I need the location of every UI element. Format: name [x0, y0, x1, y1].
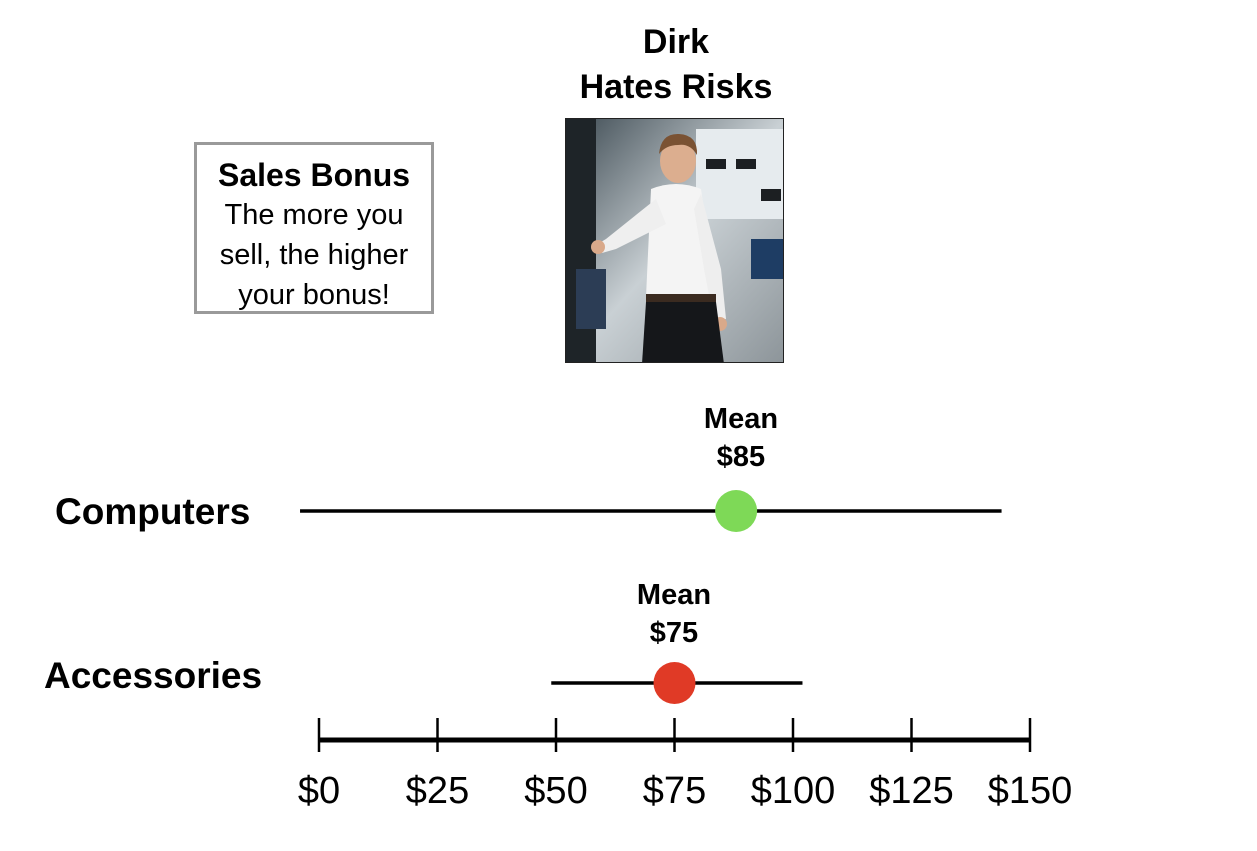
bonus-heading: Sales Bonus	[217, 157, 411, 193]
mean-value-accessories: $75	[649, 617, 699, 649]
title-line-2: Hates Risks	[579, 68, 773, 106]
series-label-accessories: Accessories	[44, 655, 263, 696]
mean-label-computers: Mean $85	[671, 400, 811, 476]
title-line-1: Dirk	[642, 23, 710, 61]
mean-point-computers	[715, 490, 758, 532]
x-tick-label-75: $75	[643, 770, 706, 812]
series-label-computers: Computers	[55, 491, 251, 532]
mean-word-accessories: Mean	[636, 579, 712, 611]
x-tick-label-125: $125	[869, 770, 954, 812]
salesperson-illustration	[566, 119, 783, 362]
x-tick-label-50: $50	[524, 770, 587, 812]
x-tick-label-150: $150	[988, 770, 1073, 812]
salesperson-photo	[565, 118, 784, 363]
bonus-text: The more you sell, the higher your bonus…	[219, 199, 409, 311]
x-tick-label-25: $25	[406, 770, 469, 812]
mean-value-computers: $85	[716, 441, 766, 473]
mean-point-accessories	[653, 662, 696, 704]
mean-word-computers: Mean	[703, 403, 779, 435]
sales-bonus-box: Sales Bonus The more you sell, the highe…	[194, 142, 434, 314]
chart-title: Dirk Hates Risks	[476, 20, 876, 110]
x-tick-label-0: $0	[298, 770, 340, 812]
mean-label-accessories: Mean $75	[604, 576, 744, 652]
x-tick-label-100: $100	[751, 770, 836, 812]
